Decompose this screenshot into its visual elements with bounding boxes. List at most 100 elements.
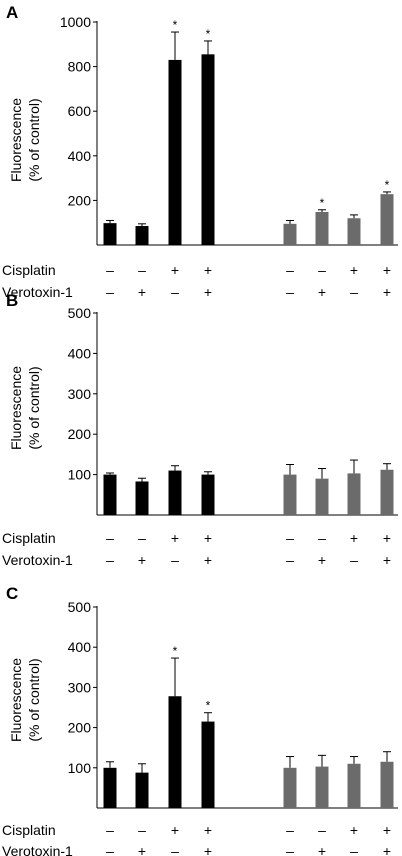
y-axis-label: Fluorescence — [8, 98, 24, 182]
treatment-sign: + — [138, 552, 146, 568]
treatment-sign: – — [138, 262, 146, 278]
y-tick-label: 200 — [68, 192, 92, 208]
treatment-sign: + — [204, 530, 212, 546]
treatment-sign: – — [286, 822, 294, 838]
treatment-sign: – — [286, 552, 294, 568]
y-tick-label: 600 — [68, 103, 92, 119]
y-tick-label: 100 — [68, 760, 92, 776]
treatment-sign: – — [106, 552, 114, 568]
y-tick-label: 500 — [68, 305, 92, 321]
bar — [315, 766, 329, 808]
y-tick-label: 200 — [68, 426, 92, 442]
y-tick-label: 300 — [68, 679, 92, 695]
bar — [168, 696, 182, 808]
bar — [135, 772, 149, 808]
y-axis-label: Fluorescence — [8, 658, 24, 742]
y-axis-label: Fluorescence — [8, 366, 24, 450]
y-tick-label: 1000 — [60, 14, 91, 30]
treatment-sign: + — [350, 530, 358, 546]
treatment-sign: – — [138, 530, 146, 546]
treatment-row-label: Verotoxin-1 — [2, 843, 73, 856]
panel-label: A — [6, 3, 18, 22]
bar — [283, 223, 297, 245]
panel-c: C Fluorescence (% of control) 100 200 300 400 5… — [2, 584, 398, 856]
y-tick-label: 400 — [68, 639, 92, 655]
bar — [168, 59, 182, 245]
treatment-sign: – — [286, 284, 294, 300]
bar — [315, 211, 329, 245]
bar — [347, 763, 361, 808]
bar — [201, 54, 215, 246]
treatment-sign: + — [383, 262, 391, 278]
significance-asterisk: * — [173, 18, 178, 32]
treatment-row-label: Cisplatin — [2, 822, 56, 838]
treatment-sign: + — [204, 262, 212, 278]
treatment-sign: – — [171, 843, 179, 856]
treatment-sign: + — [383, 530, 391, 546]
significance-asterisk: * — [173, 644, 178, 658]
y-axis-label: (% of control) — [26, 98, 42, 181]
bar — [380, 194, 394, 245]
bar — [168, 470, 182, 515]
y-tick-label: 500 — [68, 599, 92, 615]
treatment-sign: – — [350, 284, 358, 300]
y-tick-label: 400 — [68, 148, 92, 164]
treatment-sign: – — [106, 822, 114, 838]
y-tick-label: 100 — [68, 467, 92, 483]
bar — [201, 721, 215, 808]
treatment-sign: + — [138, 284, 146, 300]
treatment-sign: + — [138, 843, 146, 856]
treatment-sign: – — [286, 843, 294, 856]
bar — [380, 469, 394, 515]
treatment-sign: – — [106, 843, 114, 856]
treatment-row-label: Cisplatin — [2, 262, 56, 278]
y-tick-label: 300 — [68, 386, 92, 402]
treatment-sign: – — [318, 530, 326, 546]
bar — [135, 481, 149, 515]
y-axis-label: (% of control) — [26, 658, 42, 741]
bar — [103, 767, 117, 808]
y-axis-label: (% of control) — [26, 366, 42, 449]
bar — [201, 474, 215, 515]
treatment-sign: + — [204, 284, 212, 300]
treatment-sign: + — [383, 284, 391, 300]
significance-asterisk: * — [320, 196, 325, 210]
treatment-sign: – — [106, 262, 114, 278]
panel-label: B — [6, 291, 18, 310]
treatment-sign: – — [106, 530, 114, 546]
treatment-row-label: Verotoxin-1 — [2, 284, 73, 300]
bar — [347, 473, 361, 515]
treatment-sign: – — [171, 552, 179, 568]
treatment-sign: + — [204, 843, 212, 856]
treatment-sign: – — [350, 552, 358, 568]
treatment-sign: – — [171, 284, 179, 300]
bar — [380, 761, 394, 808]
treatment-sign: + — [171, 262, 179, 278]
treatment-sign: – — [318, 262, 326, 278]
bar — [135, 226, 149, 245]
bar — [103, 223, 117, 245]
treatment-sign: + — [350, 822, 358, 838]
treatment-sign: – — [138, 822, 146, 838]
bar — [283, 474, 297, 515]
bar — [347, 218, 361, 245]
treatment-row-label: Cisplatin — [2, 530, 56, 546]
treatment-sign: + — [204, 822, 212, 838]
treatment-sign: – — [286, 530, 294, 546]
treatment-sign: – — [350, 843, 358, 856]
y-tick-label: 200 — [68, 720, 92, 736]
panel-a: A Fluorescence (% of control) 200 400 600 800 1… — [2, 3, 398, 300]
treatment-sign: – — [286, 262, 294, 278]
treatment-sign: + — [383, 822, 391, 838]
panel-b: B Fluorescence (% of control) 100 200 300 400 5… — [2, 291, 398, 568]
treatment-row-label: Verotoxin-1 — [2, 552, 73, 568]
treatment-sign: + — [383, 552, 391, 568]
bar — [283, 767, 297, 808]
significance-asterisk: * — [206, 699, 211, 713]
bar — [315, 478, 329, 515]
significance-asterisk: * — [206, 27, 211, 41]
treatment-sign: – — [318, 822, 326, 838]
bar — [103, 474, 117, 515]
treatment-sign: + — [318, 843, 326, 856]
panel-label: C — [6, 584, 18, 603]
